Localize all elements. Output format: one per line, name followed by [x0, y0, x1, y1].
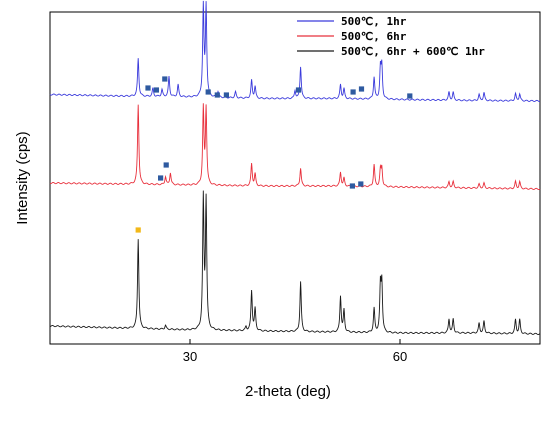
series-layer — [49, 0, 541, 335]
plot-frame — [49, 11, 541, 345]
phase-marker-2-4 — [358, 181, 364, 187]
marker-layer — [135, 76, 413, 233]
phase-marker-2-3 — [349, 183, 355, 189]
series-line-3 — [49, 190, 541, 335]
phase-marker-1-3 — [162, 76, 168, 82]
phase-marker-2-1 — [158, 175, 164, 181]
y-axis-label: Intensity (cps) — [14, 131, 31, 224]
legend: 500℃, 1hr 500℃, 6hr 500℃, 6hr + 600℃ 1hr — [297, 15, 485, 58]
phase-marker-1-2 — [153, 87, 159, 93]
phase-marker-1-5 — [214, 92, 220, 98]
phase-marker-1-6 — [223, 92, 229, 98]
phase-marker-3-1 — [135, 227, 141, 233]
phase-marker-1-9 — [358, 86, 365, 92]
legend-label-2: 500℃, 6hr — [341, 30, 407, 43]
phase-marker-1-8 — [350, 89, 356, 95]
series-line-2 — [49, 103, 541, 191]
series-line-1 — [49, 0, 541, 103]
legend-label-1: 500℃, 1hr — [341, 15, 407, 28]
phase-marker-2-2 — [163, 162, 169, 168]
phase-marker-1-10 — [407, 93, 413, 99]
tick-layer: 30 60 — [183, 339, 407, 364]
x-axis-label: 2-theta (deg) — [245, 383, 331, 400]
phase-marker-1-1 — [145, 85, 151, 91]
x-tick-label-2: 60 — [393, 349, 407, 364]
x-tick-label-1: 30 — [183, 349, 197, 364]
phase-marker-1-4 — [205, 89, 211, 95]
phase-marker-1-7 — [295, 87, 302, 93]
legend-label-3: 500℃, 6hr + 600℃ 1hr — [341, 45, 485, 58]
